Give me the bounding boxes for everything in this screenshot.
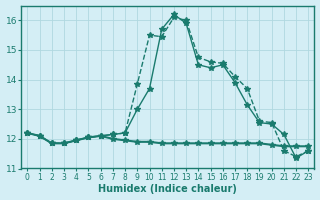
- X-axis label: Humidex (Indice chaleur): Humidex (Indice chaleur): [98, 184, 237, 194]
